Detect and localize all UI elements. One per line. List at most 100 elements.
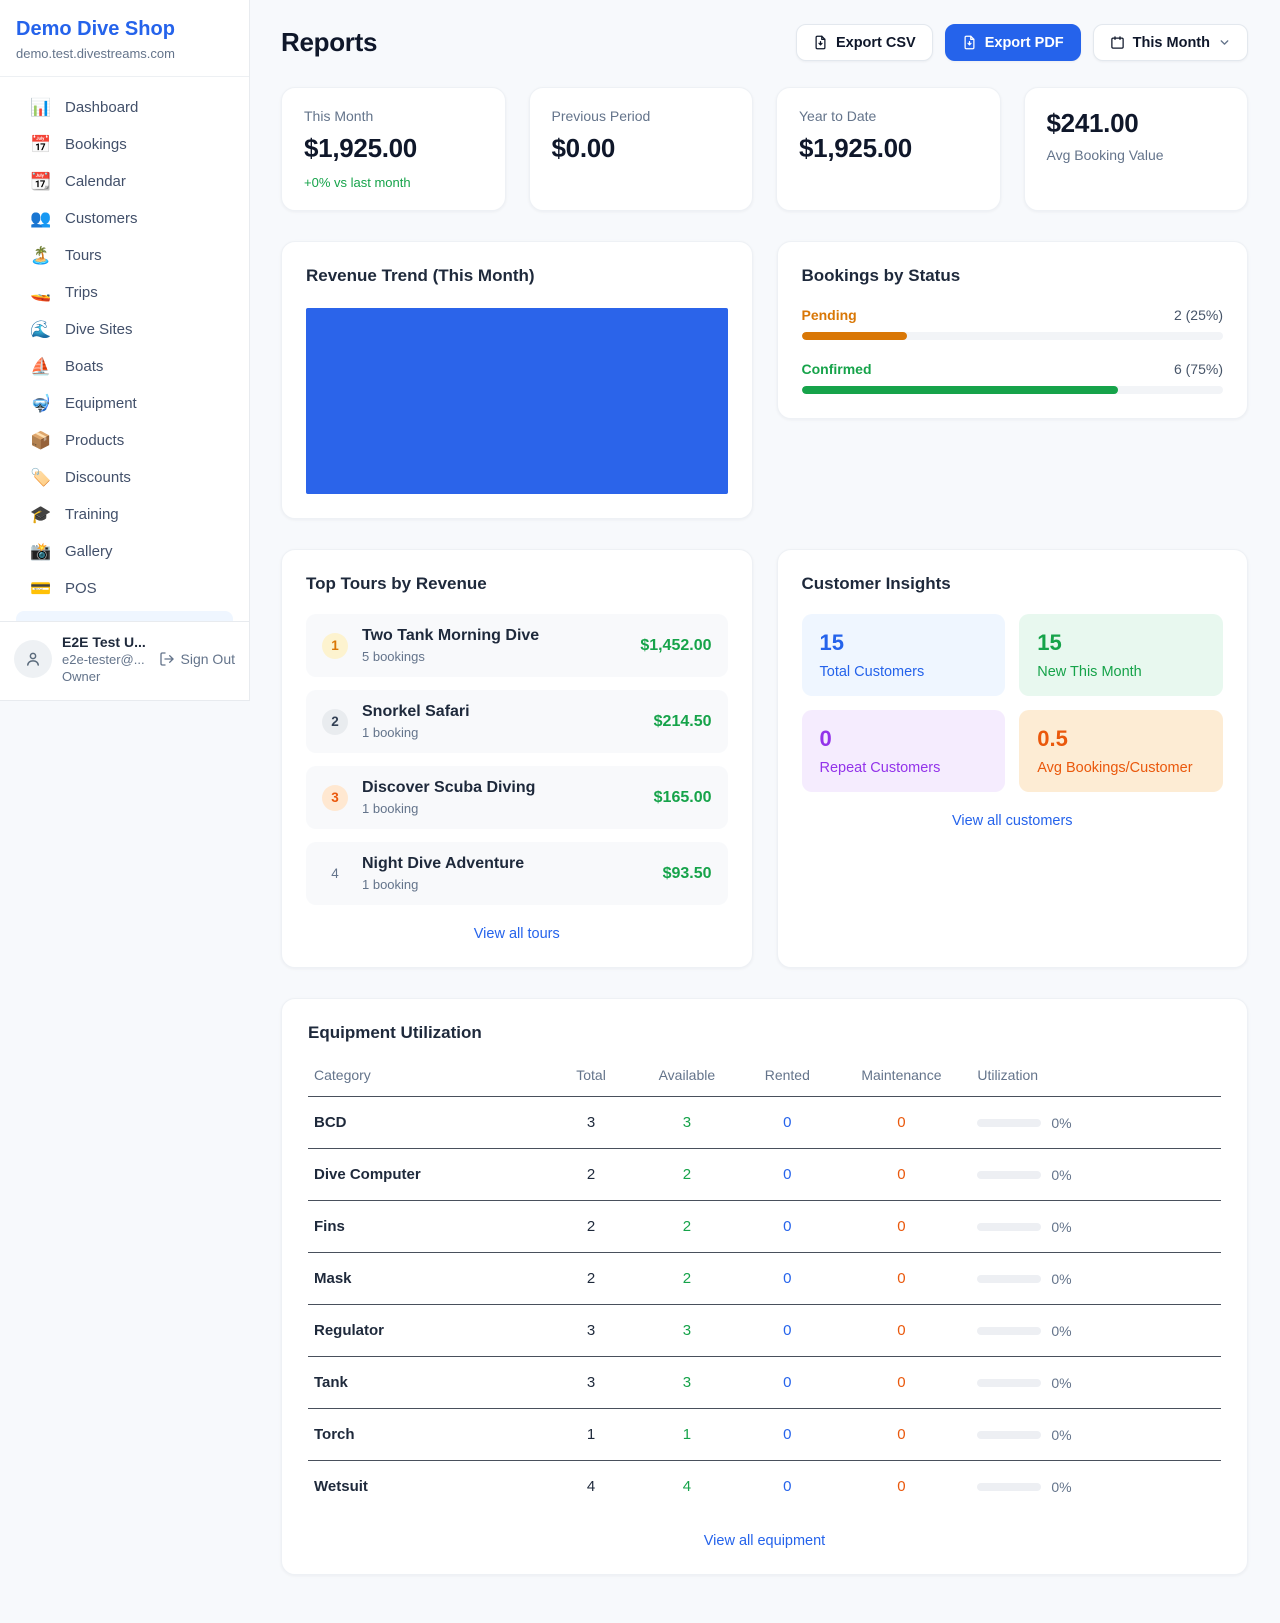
utilization-bar — [977, 1223, 1042, 1232]
export-csv-button[interactable]: Export CSV — [795, 24, 933, 61]
sidebar-item-label: Calendar — [65, 173, 126, 190]
stat-card-previous-period: Previous Period $0.00 — [528, 87, 753, 211]
utilization-percent: 0% — [1051, 1271, 1072, 1288]
sidebar-item-equipment[interactable]: 🤿 Equipment — [8, 385, 241, 422]
sidebar-item-calendar[interactable]: 📆 Calendar — [8, 163, 241, 200]
charts-row: Revenue Trend (This Month) Bookings by S… — [281, 241, 1248, 519]
equipment-category: Mask — [308, 1252, 546, 1306]
equipment-rented: 0 — [783, 1478, 792, 1496]
view-all-tours-link[interactable]: View all tours — [306, 925, 728, 943]
equipment-total: 3 — [545, 1096, 637, 1150]
sidebar-item-label: Training — [65, 506, 119, 523]
stat-label: This Month — [304, 108, 374, 124]
sidebar-item-dashboard[interactable]: 📊 Dashboard — [8, 89, 241, 126]
utilization-bar — [977, 1119, 1042, 1128]
tour-revenue: $214.50 — [653, 712, 712, 730]
progress-track — [801, 332, 1223, 340]
equipment-rented: 0 — [737, 1356, 838, 1410]
revenue-trend-title: Revenue Trend (This Month) — [306, 266, 535, 285]
equipment-rented: 0 — [737, 1200, 838, 1254]
sidebar-item-trips[interactable]: 🚤 Trips — [8, 274, 241, 311]
bookings-by-status-title: Bookings by Status — [801, 266, 961, 285]
equipment-category: Regulator — [308, 1304, 546, 1358]
export-pdf-button[interactable]: Export PDF — [944, 24, 1081, 61]
utilization-percent: 0% — [1051, 1219, 1072, 1236]
tile-total-customers: 15 Total Customers — [801, 614, 1006, 696]
utilization-percent: 0% — [1051, 1375, 1072, 1392]
tile-avg-bookings-per-customer: 0.5 Avg Bookings/Customer — [1019, 710, 1223, 792]
main-content: Reports Export CSV Export PDF — [250, 0, 1280, 1623]
sidebar-item-discounts[interactable]: 🏷️ Discounts — [8, 459, 241, 496]
status-row-confirmed: Confirmed 6 (75%) — [801, 361, 1223, 394]
sidebar-item-label: Customers — [65, 210, 138, 227]
equipment-maintenance: 0 — [837, 1356, 966, 1410]
period-select[interactable]: This Month — [1092, 24, 1248, 61]
sidebar-item-tours[interactable]: 🏝️ Tours — [8, 237, 241, 274]
sidebar-item-training[interactable]: 🎓 Training — [8, 496, 241, 533]
progress-fill — [801, 332, 907, 340]
sidebar-item-label: POS — [65, 580, 97, 597]
equipment-total: 2 — [545, 1252, 637, 1306]
sidebar-item-label: Tours — [65, 247, 102, 264]
sidebar-item-customers[interactable]: 👥 Customers — [8, 200, 241, 237]
utilization-percent: 0% — [1051, 1115, 1072, 1132]
equipment-maintenance: 0 — [837, 1252, 966, 1306]
sign-out-label: Sign Out — [180, 651, 235, 667]
table-row: Fins 2 2 0 0 0% — [308, 1200, 1221, 1254]
view-all-equipment-link[interactable]: View all equipment — [308, 1532, 1221, 1550]
revenue-trend-chart — [306, 308, 728, 494]
equipment-total: 3 — [545, 1356, 637, 1410]
shop-domain: demo.test.divestreams.com — [16, 46, 175, 61]
user-role: Owner — [62, 669, 101, 684]
equipment-total: 2 — [545, 1148, 637, 1202]
diving-mask-icon: 🤿 — [30, 394, 52, 413]
sidebar-item-pos[interactable]: 💳 POS — [8, 570, 241, 607]
export-csv-label: Export CSV — [835, 34, 916, 51]
equipment-category: Tank — [308, 1356, 546, 1410]
stat-delta: +0% vs last month — [304, 175, 411, 190]
tour-bookings: 1 booking — [362, 801, 419, 816]
rank-badge: 1 — [322, 632, 348, 659]
equipment-rented: 0 — [737, 1408, 838, 1462]
status-value: 2 (25%) — [1173, 307, 1223, 323]
insights-row: Top Tours by Revenue 1 Two Tank Morning … — [281, 549, 1248, 968]
table-row: Tank 3 3 0 0 0% — [308, 1356, 1221, 1410]
credit-card-icon: 💳 — [30, 579, 52, 598]
tour-name: Night Dive Adventure — [362, 855, 525, 872]
equipment-rented: 0 — [737, 1252, 838, 1306]
equipment-available: 3 — [636, 1356, 738, 1410]
table-header-row: Category Total Available Rented Maintena… — [308, 1059, 1221, 1097]
tile-label: Repeat Customers — [819, 760, 941, 776]
sidebar-item-products[interactable]: 📦 Products — [8, 422, 241, 459]
sidebar-item-bookings[interactable]: 📅 Bookings — [8, 126, 241, 163]
sidebar-nav: 📊 Dashboard 📅 Bookings 📆 Calendar 👥 Cust… — [0, 77, 249, 621]
utilization-bar — [977, 1379, 1042, 1388]
sign-out-button[interactable]: Sign Out — [159, 651, 235, 667]
status-label: Pending — [801, 307, 857, 323]
bookings-by-status-card: Bookings by Status Pending 2 (25%) Confi… — [776, 241, 1248, 419]
sidebar-item-label: Gallery — [65, 543, 113, 560]
equipment-category: Wetsuit — [314, 1478, 368, 1496]
stat-label: Avg Booking Value — [1046, 147, 1164, 163]
sidebar-item-reports-active-partial[interactable] — [16, 611, 233, 621]
sidebar-item-label: Trips — [65, 284, 98, 301]
tour-revenue: $165.00 — [653, 788, 712, 806]
sidebar-item-boats[interactable]: ⛵ Boats — [8, 348, 241, 385]
utilization-percent: 0% — [1051, 1427, 1072, 1444]
sidebar-item-gallery[interactable]: 📸 Gallery — [8, 533, 241, 570]
table-row: Torch 1 1 0 0 0% — [308, 1408, 1221, 1462]
utilization-bar — [977, 1171, 1042, 1180]
equipment-rented: 0 — [737, 1096, 838, 1150]
sidebar-item-label: Products — [65, 432, 125, 449]
sidebar-item-dive-sites[interactable]: 🌊 Dive Sites — [8, 311, 241, 348]
column-header: Rented — [737, 1059, 838, 1097]
package-icon: 📦 — [30, 431, 52, 450]
tile-label: New This Month — [1037, 664, 1142, 680]
list-item: 4 Night Dive Adventure 1 booking $93.50 — [306, 842, 728, 905]
stat-value: $0.00 — [551, 133, 616, 163]
column-header: Available — [636, 1059, 738, 1097]
tour-revenue: $93.50 — [662, 864, 712, 882]
equipment-available: 1 — [636, 1408, 738, 1462]
utilization-bar — [977, 1327, 1042, 1336]
view-all-customers-link[interactable]: View all customers — [802, 812, 1224, 830]
